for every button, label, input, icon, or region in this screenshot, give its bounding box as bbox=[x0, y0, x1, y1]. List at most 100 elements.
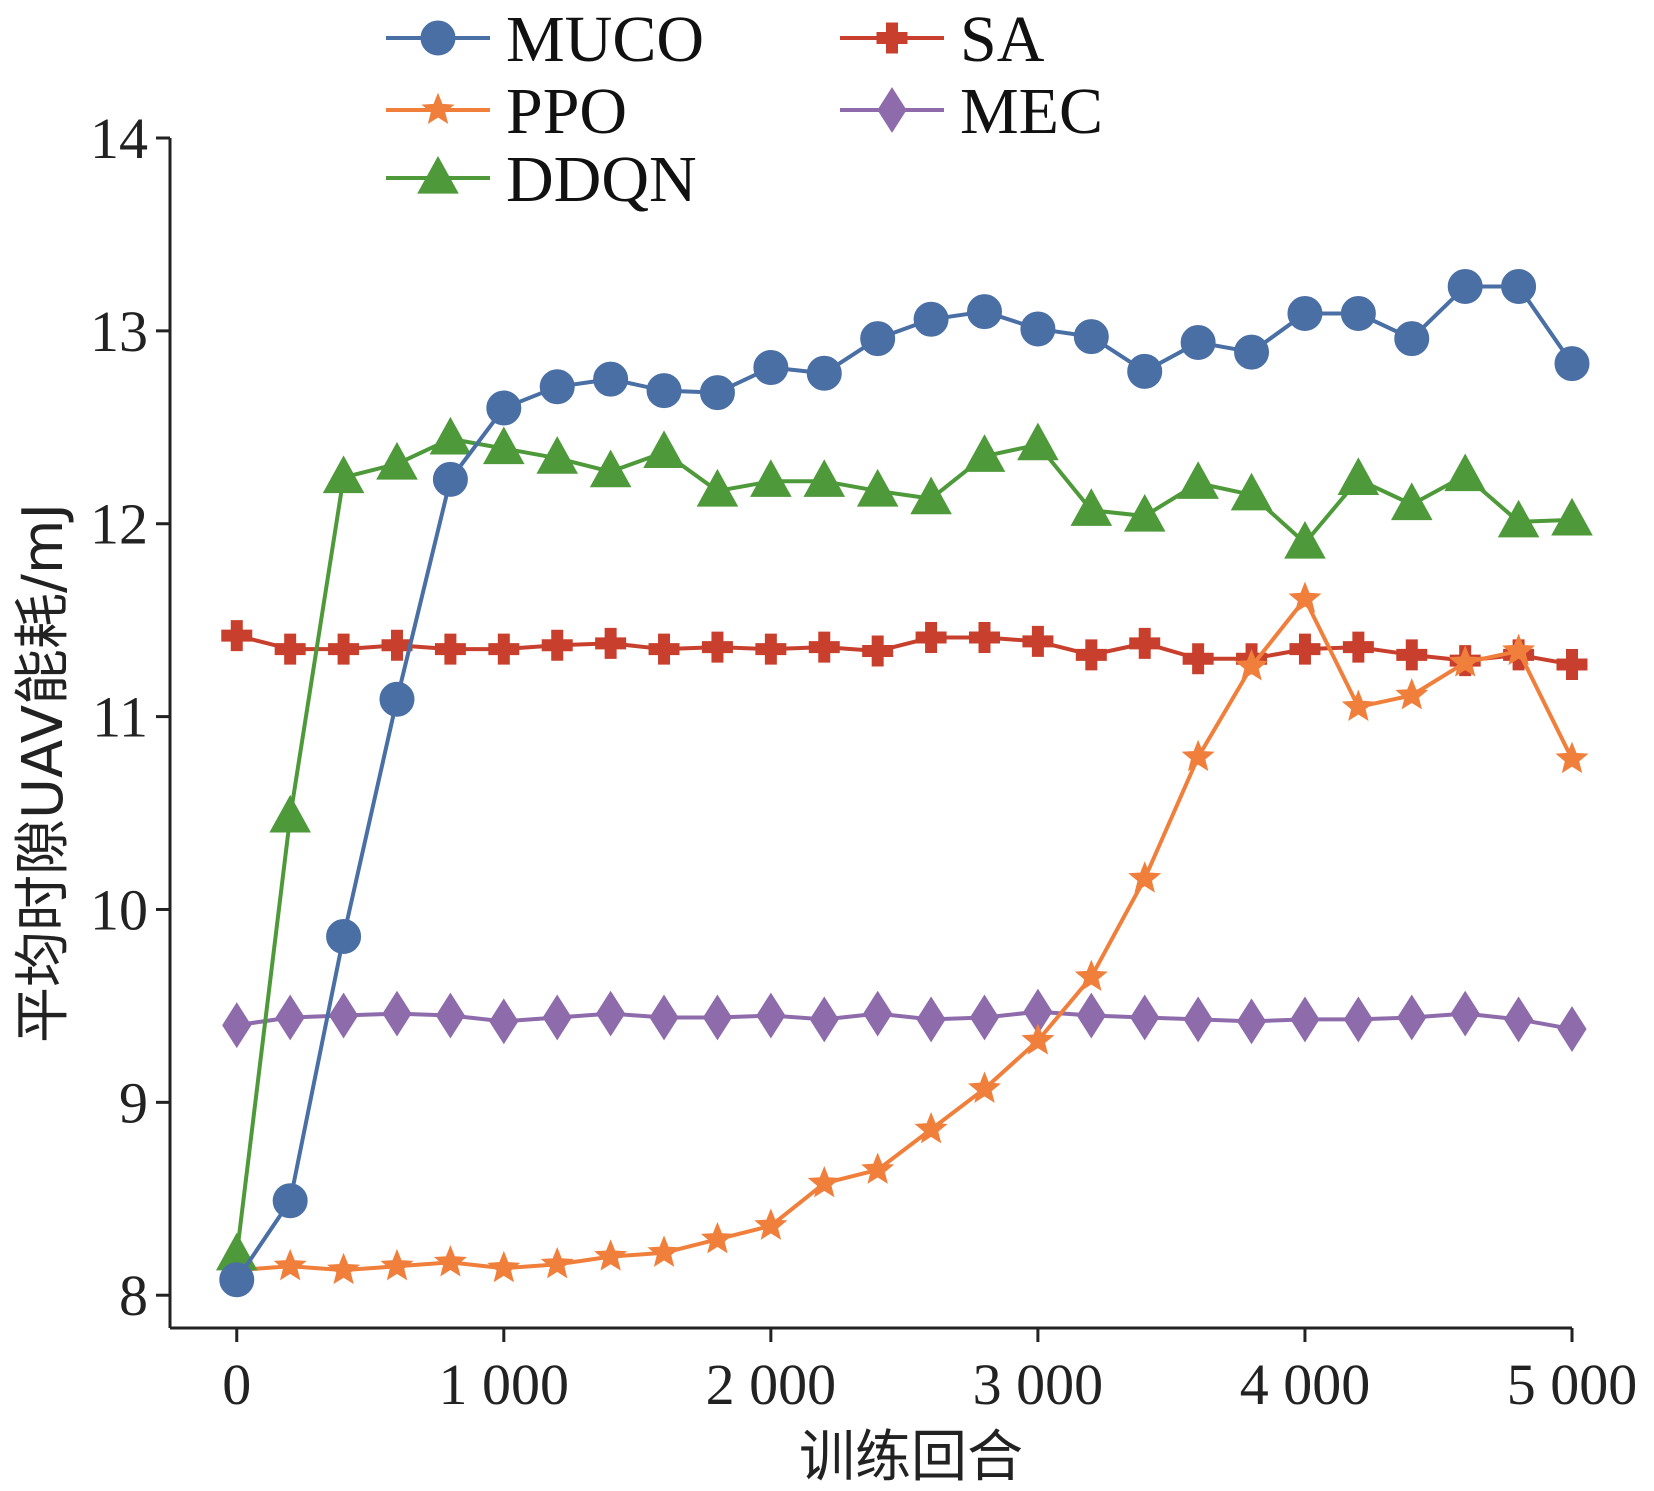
data-point-sa bbox=[1075, 639, 1107, 671]
x-tick-label: 4 000 bbox=[1240, 1352, 1371, 1417]
y-tick-label: 10 bbox=[90, 877, 148, 942]
data-point-muco bbox=[539, 369, 575, 405]
y-axis-label: 平均时隙UAV能耗/mJ bbox=[11, 503, 76, 1043]
data-point-muco bbox=[1447, 269, 1483, 305]
data-point-ddqn bbox=[1017, 422, 1059, 461]
x-tick-label: 0 bbox=[222, 1352, 251, 1417]
data-point-mec bbox=[969, 994, 1000, 1041]
data-point-sa bbox=[1022, 625, 1054, 657]
axes: 0 1 000 2 000 3 000 4 000 5 000 8 9 10 11 12 13 14 bbox=[90, 106, 1637, 1417]
data-point-muco bbox=[753, 350, 789, 386]
data-point-sa bbox=[488, 633, 520, 665]
data-point-mec bbox=[275, 994, 305, 1041]
data-point-muco bbox=[1234, 334, 1270, 370]
data-point-ppo bbox=[327, 1252, 361, 1285]
data-point-ddqn bbox=[536, 436, 579, 474]
data-point-ppo bbox=[1074, 959, 1108, 992]
data-point-muco bbox=[1127, 353, 1163, 389]
data-point-mec bbox=[1450, 990, 1480, 1037]
data-point-mec bbox=[702, 994, 733, 1041]
data-point-muco bbox=[379, 681, 415, 717]
x-axis-label: 训练回合 bbox=[799, 1425, 1023, 1490]
data-point-ppo bbox=[1128, 861, 1162, 893]
data-point-mec bbox=[1557, 1006, 1587, 1052]
legend-label-sa: SA bbox=[960, 3, 1045, 76]
data-point-sa bbox=[1289, 633, 1321, 665]
data-point-ddqn bbox=[803, 459, 846, 497]
data-point-ppo bbox=[1341, 689, 1375, 722]
data-point-muco bbox=[1020, 311, 1056, 347]
data-point-ddqn bbox=[856, 468, 899, 507]
series-mec bbox=[222, 988, 1587, 1052]
data-point-mec bbox=[328, 992, 359, 1039]
data-point-ddqn bbox=[696, 468, 739, 507]
data-point-sa bbox=[755, 633, 787, 665]
data-point-ddqn bbox=[589, 449, 632, 488]
data-point-sa bbox=[274, 633, 306, 665]
data-point-ppo bbox=[861, 1152, 895, 1184]
x-tick-label: 2 000 bbox=[706, 1352, 837, 1417]
y-tick-label: 8 bbox=[119, 1263, 148, 1328]
data-point-mec bbox=[863, 990, 893, 1037]
data-point-mec bbox=[1183, 996, 1213, 1043]
legend-marker-ppo bbox=[421, 92, 455, 125]
data-point-mec bbox=[916, 996, 946, 1043]
data-point-sa bbox=[1556, 649, 1588, 681]
data-point-mec bbox=[756, 992, 786, 1039]
series-sa bbox=[221, 620, 1588, 681]
data-point-muco bbox=[219, 1262, 255, 1298]
data-point-mec bbox=[1076, 992, 1106, 1039]
data-point-ppo bbox=[1235, 649, 1269, 681]
data-point-muco bbox=[646, 373, 682, 409]
data-point-ddqn bbox=[1070, 488, 1113, 526]
data-point-muco bbox=[806, 355, 842, 391]
y-tick-label: 13 bbox=[90, 299, 148, 364]
data-point-ppo bbox=[807, 1165, 841, 1198]
data-point-ddqn bbox=[1444, 453, 1486, 492]
data-point-sa bbox=[381, 629, 413, 661]
data-point-sa bbox=[701, 631, 733, 663]
legend-item-ppo: PPO bbox=[386, 75, 627, 148]
data-point-ppo bbox=[594, 1239, 628, 1271]
data-point-ddqn bbox=[1497, 499, 1540, 538]
data-point-ppo bbox=[1395, 678, 1429, 710]
data-point-muco bbox=[1073, 319, 1109, 355]
data-point-mec bbox=[1397, 994, 1427, 1041]
data-point-mec bbox=[382, 990, 412, 1037]
legend-item-sa: SA bbox=[840, 3, 1045, 76]
data-point-muco bbox=[593, 361, 629, 397]
legend-label-ddqn: DDQN bbox=[506, 143, 697, 216]
legend-marker-muco bbox=[420, 20, 456, 56]
legend-label-ppo: PPO bbox=[506, 75, 627, 148]
legend-item-ddqn: DDQN bbox=[386, 143, 697, 216]
data-point-ddqn bbox=[322, 455, 365, 494]
data-point-ddqn bbox=[1284, 520, 1326, 559]
x-tick-label: 1 000 bbox=[439, 1352, 570, 1417]
data-point-muco bbox=[432, 461, 468, 497]
series-line-muco bbox=[235, 284, 1574, 1281]
series-ppo bbox=[220, 581, 1589, 1285]
data-point-mec bbox=[542, 994, 572, 1041]
data-point-ddqn bbox=[910, 476, 952, 515]
data-point-sa bbox=[968, 622, 1000, 654]
data-point-sa bbox=[541, 629, 573, 661]
data-point-sa bbox=[1396, 639, 1428, 671]
data-point-ddqn bbox=[1123, 493, 1166, 532]
data-point-ppo bbox=[487, 1250, 521, 1283]
data-point-ddqn bbox=[963, 434, 1006, 472]
data-point-muco bbox=[913, 301, 949, 337]
data-point-mec bbox=[435, 992, 465, 1039]
data-point-muco bbox=[272, 1183, 308, 1219]
data-point-muco bbox=[1394, 321, 1430, 357]
data-point-sa bbox=[434, 633, 466, 665]
data-point-ppo bbox=[1288, 581, 1322, 613]
data-point-ppo bbox=[1448, 645, 1482, 677]
data-point-muco bbox=[1501, 269, 1537, 305]
series-ddqn bbox=[215, 416, 1593, 1271]
data-point-ppo bbox=[914, 1111, 948, 1144]
data-point-mec bbox=[222, 1002, 252, 1049]
x-tick-label: 5 000 bbox=[1507, 1352, 1638, 1417]
data-point-ddqn bbox=[269, 794, 311, 833]
